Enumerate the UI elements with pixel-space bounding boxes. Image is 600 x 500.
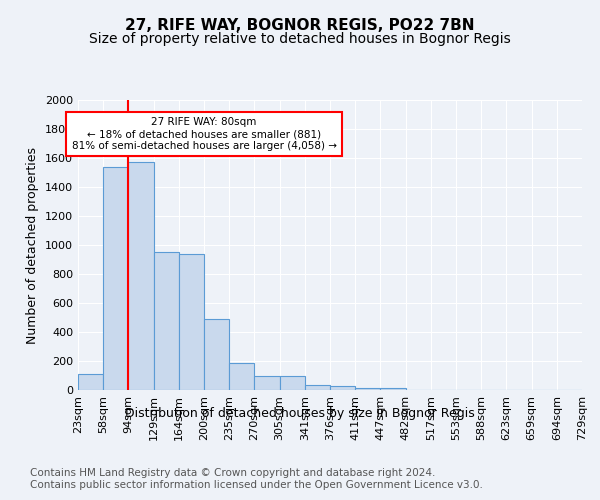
Bar: [179, 254, 204, 390]
Text: 27 RIFE WAY: 80sqm
← 18% of detached houses are smaller (881)
81% of semi-detach: 27 RIFE WAY: 80sqm ← 18% of detached hou…: [71, 118, 337, 150]
Text: 27, RIFE WAY, BOGNOR REGIS, PO22 7BN: 27, RIFE WAY, BOGNOR REGIS, PO22 7BN: [125, 18, 475, 32]
Text: Distribution of detached houses by size in Bognor Regis: Distribution of detached houses by size …: [125, 408, 475, 420]
Y-axis label: Number of detached properties: Number of detached properties: [26, 146, 40, 344]
Bar: [254, 376, 280, 390]
Text: Contains HM Land Registry data © Crown copyright and database right 2024.
Contai: Contains HM Land Registry data © Crown c…: [30, 468, 483, 490]
Bar: [204, 319, 229, 390]
Bar: [78, 374, 103, 390]
Bar: [229, 363, 254, 390]
Bar: [154, 252, 179, 390]
Bar: [103, 166, 128, 390]
Bar: [380, 388, 406, 390]
Bar: [128, 162, 154, 390]
Bar: [330, 386, 355, 390]
Bar: [305, 385, 330, 390]
Bar: [280, 376, 305, 390]
Bar: [355, 388, 380, 390]
Text: Size of property relative to detached houses in Bognor Regis: Size of property relative to detached ho…: [89, 32, 511, 46]
